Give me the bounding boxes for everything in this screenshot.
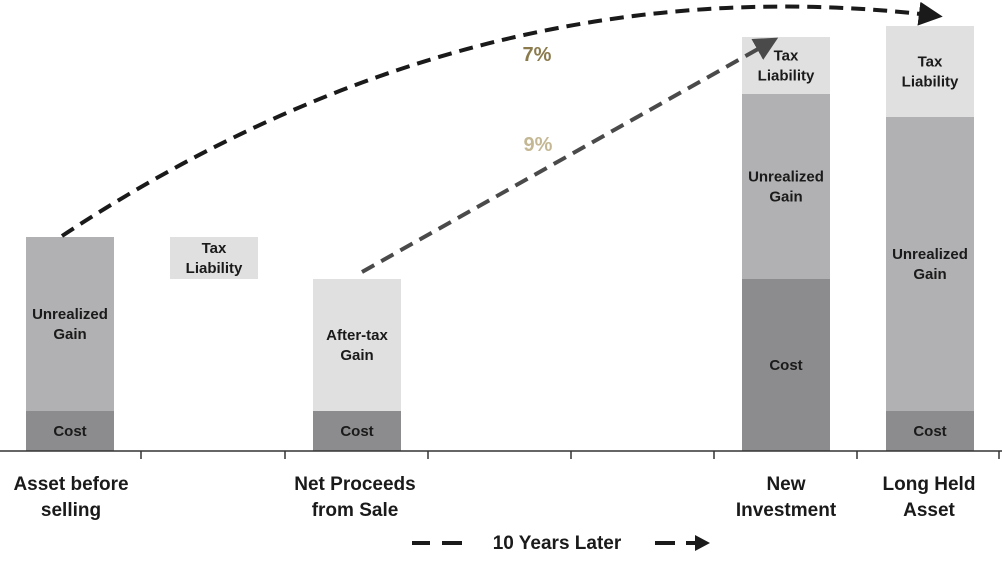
growth-arrow-asset-to-longheld bbox=[60, 1, 943, 238]
bar-segment-tax-tax-liability bbox=[170, 237, 258, 279]
bar-segment-newinv-unrealized-gain bbox=[742, 94, 830, 279]
bar-segment-newinv-tax-liability bbox=[742, 37, 830, 94]
category-label-longheld: Long Held Asset bbox=[883, 474, 976, 521]
bar-segment-asset-unrealized-gain bbox=[26, 237, 114, 411]
bar-segment-net-cost bbox=[313, 411, 401, 451]
timeline-arrow-head-icon bbox=[695, 535, 710, 551]
segment-label-tax-tax-liability: Tax Liability bbox=[186, 240, 243, 277]
bar-segment-longheld-unrealized-gain bbox=[886, 117, 974, 411]
category-label-asset: Asset before selling bbox=[13, 474, 128, 521]
segment-label-net-cost: Cost bbox=[340, 423, 373, 440]
bars-group: Cost Unrealized Gain Tax Liability Cost After-… bbox=[26, 26, 974, 451]
category-labels-group: Asset before selling Net Proceeds from Sale… bbox=[13, 474, 975, 521]
segment-label-asset-cost: Cost bbox=[53, 423, 86, 440]
segment-label-longheld-cost: Cost bbox=[913, 423, 946, 440]
bar-segment-asset-cost bbox=[26, 411, 114, 451]
segment-label-net-after-tax-gain: After-tax Gain bbox=[326, 327, 388, 364]
growth-rate-label-net: 9% bbox=[524, 134, 553, 156]
x-axis bbox=[0, 450, 1002, 459]
growth-arrow-net-to-newinv bbox=[361, 37, 779, 274]
bar-segment-net-after-tax-gain bbox=[313, 279, 401, 411]
segment-label-longheld-unrealized-gain: Unrealized Gain bbox=[892, 246, 968, 283]
timeline-label: 10 Years Later bbox=[493, 533, 622, 554]
bar-segment-newinv-cost bbox=[742, 279, 830, 451]
segment-label-asset-unrealized-gain: Unrealized Gain bbox=[32, 306, 108, 343]
bar-segment-longheld-cost bbox=[886, 411, 974, 451]
growth-rate-label-asset: 7% bbox=[523, 44, 552, 66]
bar-segment-longheld-tax-liability bbox=[886, 26, 974, 117]
category-label-net: Net Proceeds from Sale bbox=[294, 474, 415, 521]
segment-label-longheld-tax-liability: Tax Liability bbox=[902, 54, 959, 91]
segment-label-newinv-tax-liability: Tax Liability bbox=[758, 48, 815, 85]
timeline-annotation: 10 Years Later bbox=[412, 533, 710, 554]
growth-arrows-group: 7% 9% bbox=[60, 1, 943, 274]
category-label-newinv: New Investment bbox=[736, 474, 837, 521]
segment-label-newinv-unrealized-gain: Unrealized Gain bbox=[748, 169, 824, 206]
segment-label-newinv-cost: Cost bbox=[769, 357, 802, 374]
